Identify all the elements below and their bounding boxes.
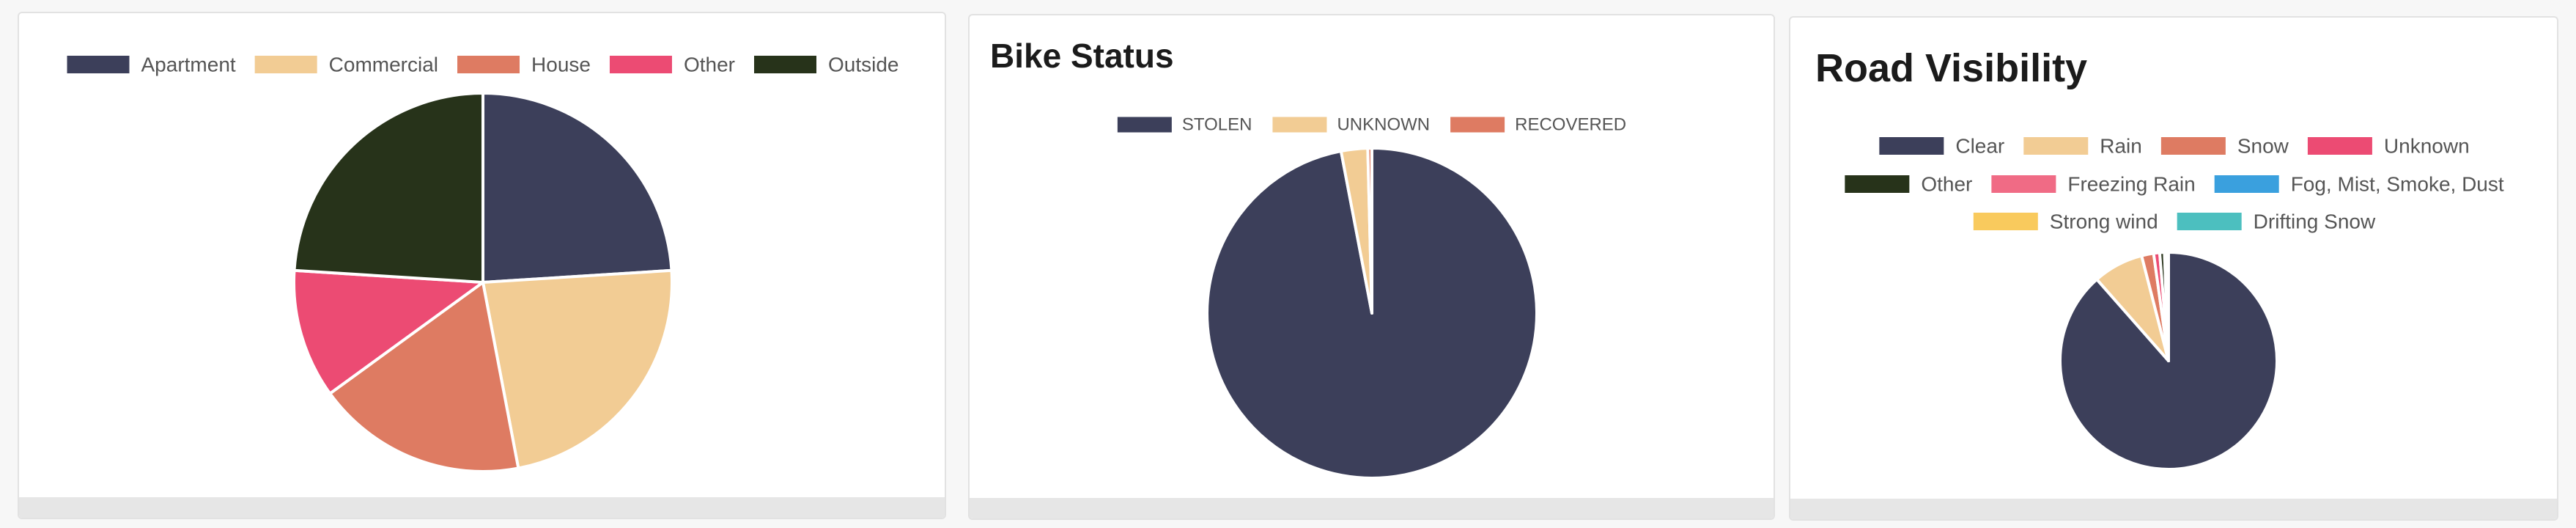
legend-swatch xyxy=(2160,137,2226,155)
legend-item-strong-wind[interactable]: Strong wind xyxy=(1973,210,2158,233)
legend-label: Snow xyxy=(2237,135,2289,158)
legend-label: House xyxy=(531,54,591,76)
legend-label: UNKNOWN xyxy=(1337,115,1430,135)
legend-swatch xyxy=(1272,117,1327,133)
legend-label: Fog, Mist, Smoke, Dust xyxy=(2291,173,2504,196)
pie-slice-other[interactable] xyxy=(292,268,484,395)
legend-label: Outside xyxy=(828,54,899,76)
legend-swatch xyxy=(1117,117,1172,133)
legend-item-commercial[interactable]: Commercial xyxy=(254,54,438,76)
legend-swatch xyxy=(1879,137,1944,155)
card-footer xyxy=(970,498,1774,518)
legend-swatch xyxy=(1973,213,2038,230)
legend-label: Other xyxy=(1921,173,1972,196)
pie-slice-recovered[interactable] xyxy=(1366,147,1373,315)
legend-swatch xyxy=(2214,175,2279,193)
road-visibility-pie-chart: Clear Rain Snow Unknown Other Freezing Rain Fo… xyxy=(1845,135,2504,471)
chart-card-road-visibility: Road Visibility Clear Rain Snow Unknown Othe… xyxy=(1789,16,2558,521)
chart-card-bike-status: Bike Status STOLEN UNKNOWN RECOVERED xyxy=(968,14,1775,520)
legend-label: Commercial xyxy=(329,54,438,76)
legend-label: STOLEN xyxy=(1182,115,1252,135)
legend-swatch xyxy=(1450,117,1505,133)
pie-slice-apartment[interactable] xyxy=(481,92,673,284)
card-footer xyxy=(1790,499,2557,519)
legend-item-snow[interactable]: Snow xyxy=(2160,135,2289,158)
legend-item-drifting-snow[interactable]: Drifting Snow xyxy=(2177,210,2376,233)
legend-label: Strong wind xyxy=(2050,210,2158,233)
legend-item-other[interactable]: Other xyxy=(1845,173,1972,196)
legend-label: RECOVERED xyxy=(1515,115,1626,135)
legend-item-apartment[interactable]: Apartment xyxy=(67,54,236,76)
legend-swatch xyxy=(1845,175,1910,193)
legend-item-stolen[interactable]: STOLEN xyxy=(1117,115,1252,135)
pie-slice-house[interactable] xyxy=(328,281,520,473)
legend-item-unknown[interactable]: Unknown xyxy=(2307,135,2470,158)
legend-item-unknown[interactable]: UNKNOWN xyxy=(1272,115,1430,135)
chart-title: Bike Status xyxy=(990,37,1174,75)
legend-swatch xyxy=(254,56,317,73)
legend-item-clear[interactable]: Clear xyxy=(1879,135,2004,158)
chart-title: Road Visibility xyxy=(1815,46,2088,90)
legend-item-rain[interactable]: Rain xyxy=(2023,135,2142,158)
legend-swatch xyxy=(2023,137,2089,155)
legend-item-freezing-rain[interactable]: Freezing Rain xyxy=(1991,173,2196,196)
legend-swatch xyxy=(609,56,672,73)
legend-label: Freezing Rain xyxy=(2067,173,2195,196)
legend-swatch xyxy=(2177,213,2242,230)
legend-label: Other xyxy=(684,54,735,76)
legend-item-fog-mist-smoke-dust[interactable]: Fog, Mist, Smoke, Dust xyxy=(2214,173,2504,196)
legend-label: Drifting Snow xyxy=(2254,210,2376,233)
legend-swatch xyxy=(1991,175,2056,193)
legend-label: Apartment xyxy=(141,54,236,76)
pie-slice-drifting-snow[interactable] xyxy=(2166,251,2170,362)
bike-status-pie-chart: STOLEN UNKNOWN RECOVERED xyxy=(1117,115,1626,480)
legend-item-recovered[interactable]: RECOVERED xyxy=(1450,115,1626,135)
pie-slice-outside[interactable] xyxy=(292,92,484,284)
premise-pie-chart: Apartment Commercial House Other Outside xyxy=(67,54,899,473)
legend-label: Unknown xyxy=(2384,135,2470,158)
pie-slice-commercial[interactable] xyxy=(481,268,673,470)
legend-swatch xyxy=(67,56,130,73)
card-footer xyxy=(19,497,945,518)
legend-label: Rain xyxy=(2100,135,2142,158)
legend-item-other[interactable]: Other xyxy=(609,54,735,76)
legend-swatch xyxy=(2307,137,2372,155)
chart-card-premise: Apartment Commercial House Other Outside xyxy=(18,12,946,519)
legend-item-outside[interactable]: Outside xyxy=(754,54,899,76)
legend-label: Clear xyxy=(1955,135,2004,158)
legend-item-house[interactable]: House xyxy=(457,54,591,76)
legend-swatch xyxy=(457,56,520,73)
legend-swatch xyxy=(754,56,816,73)
